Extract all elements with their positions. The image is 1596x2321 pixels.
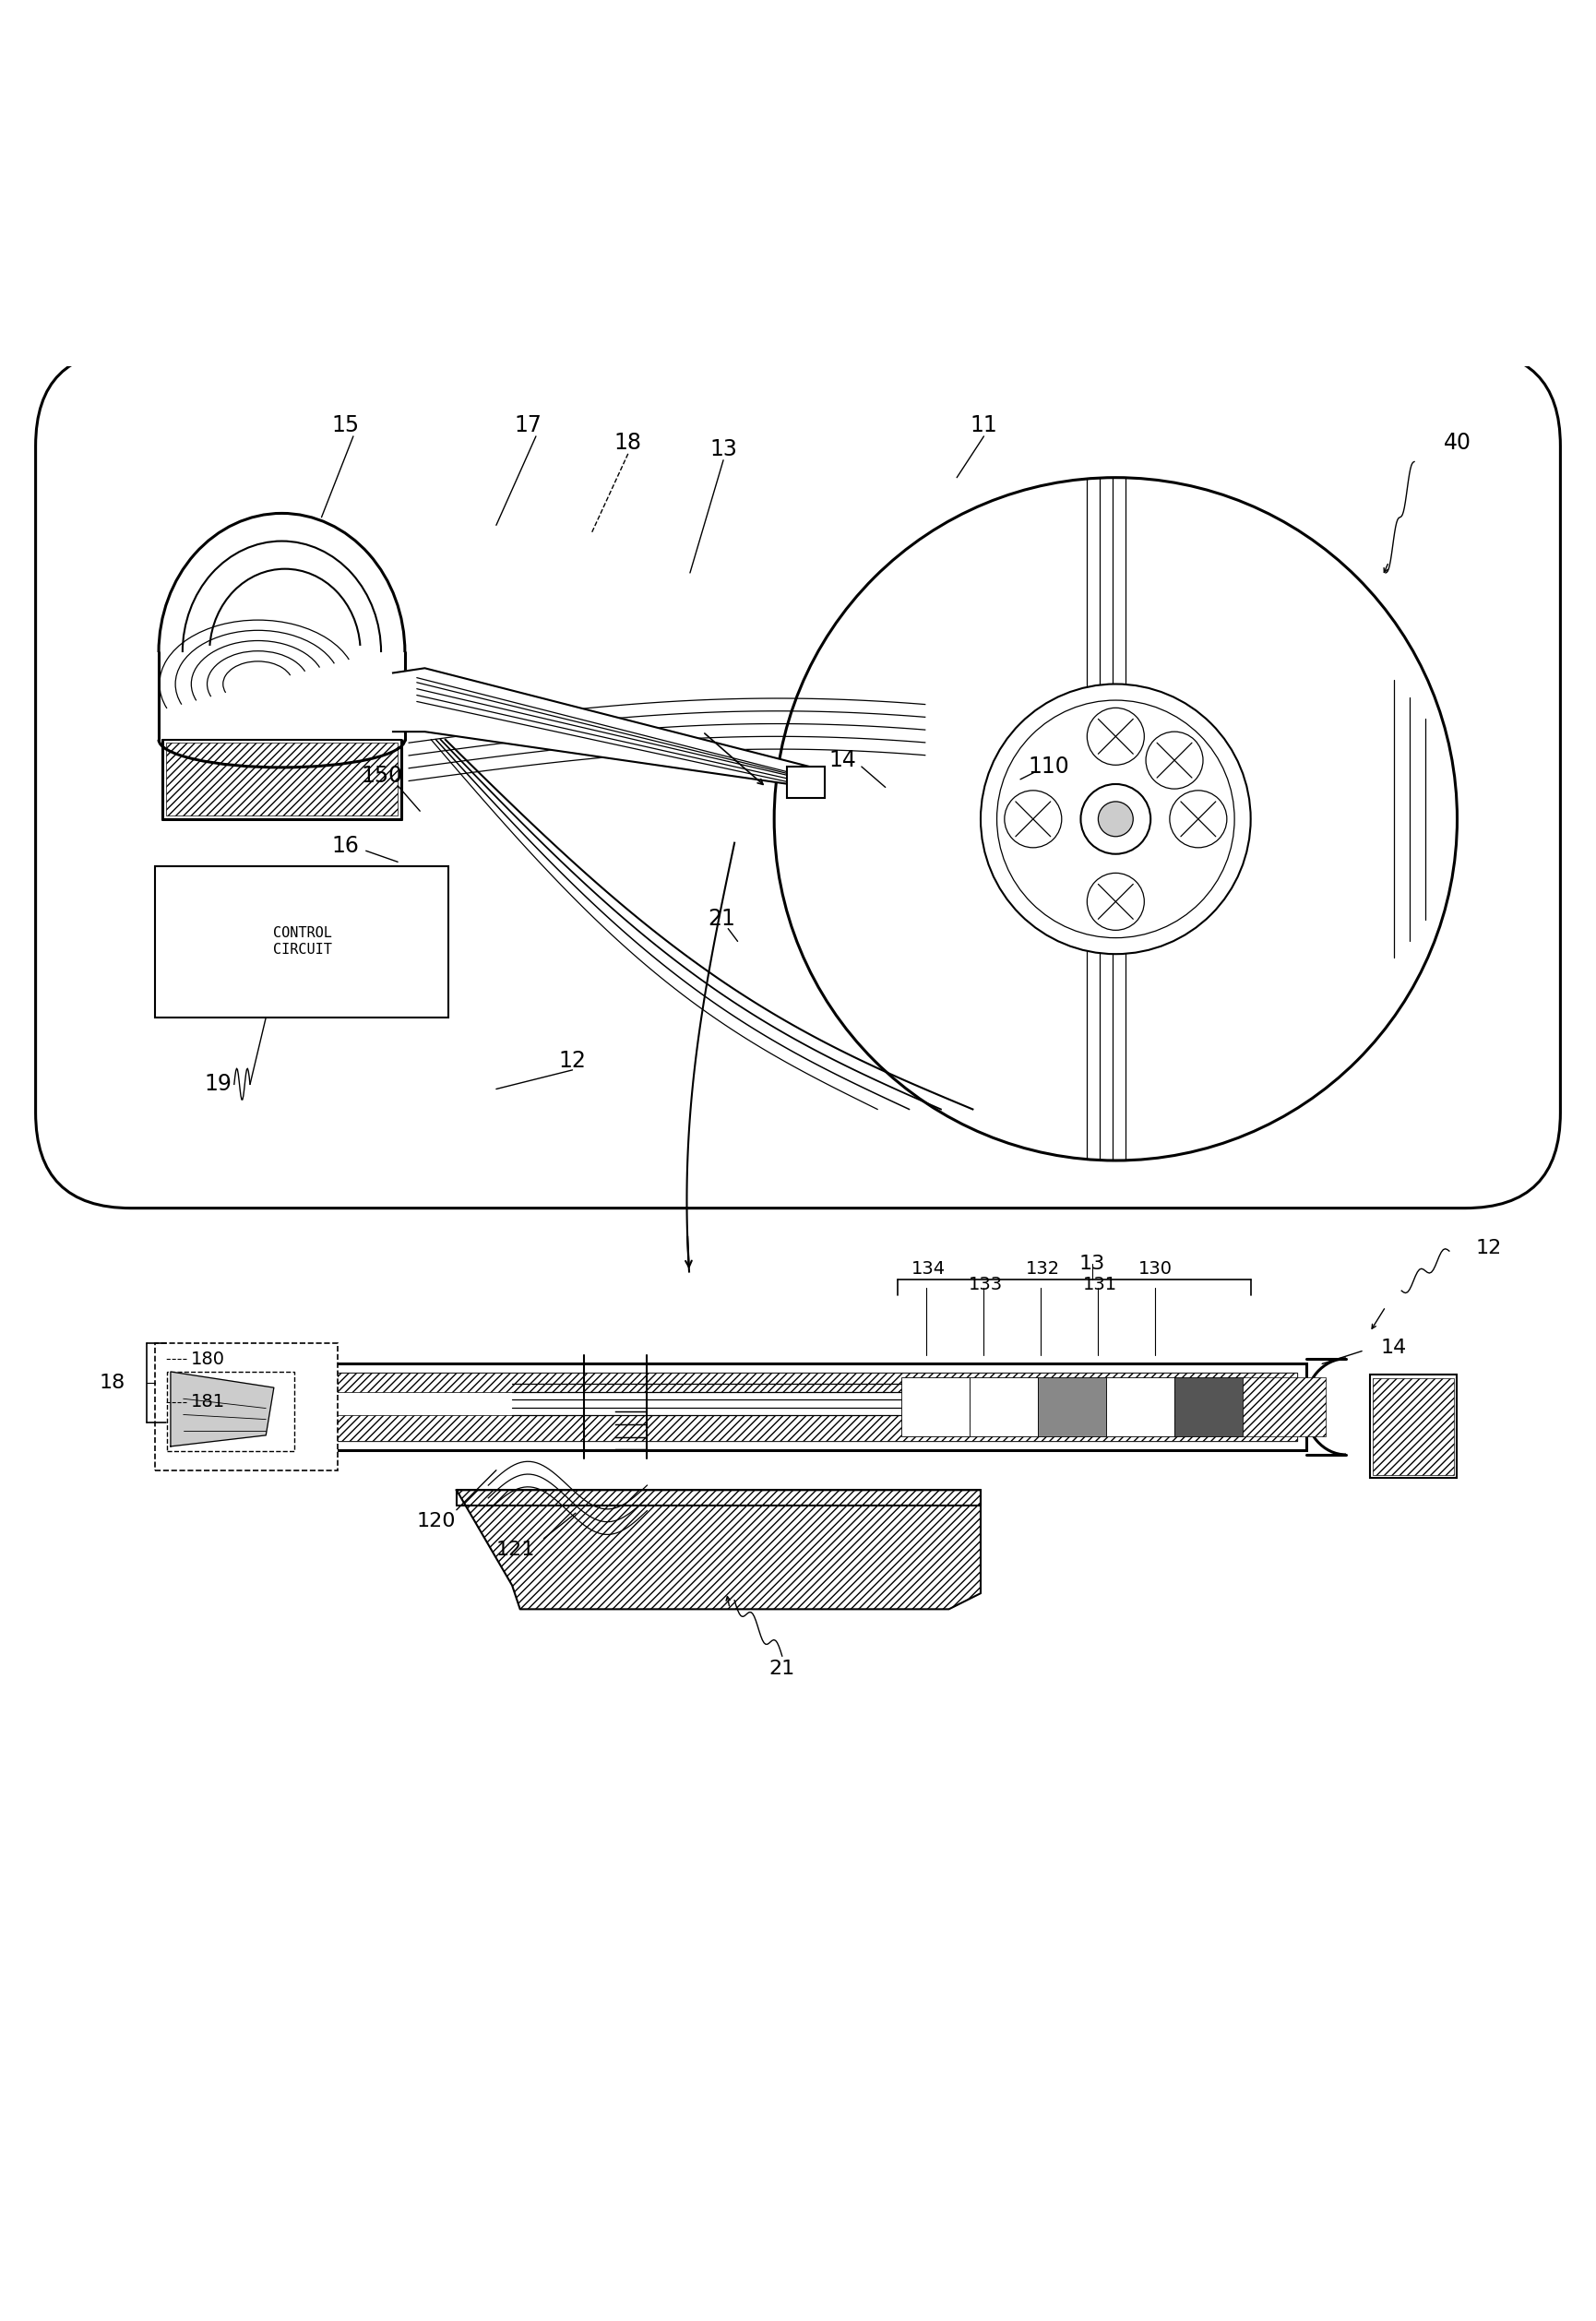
Polygon shape: [166, 743, 397, 817]
Circle shape: [1080, 784, 1151, 854]
Text: 120: 120: [417, 1511, 455, 1530]
Polygon shape: [393, 668, 822, 791]
Circle shape: [1087, 873, 1144, 931]
Polygon shape: [456, 1490, 980, 1608]
Text: 18: 18: [614, 432, 642, 453]
Bar: [155, 866, 448, 1017]
Text: 110: 110: [1028, 757, 1069, 778]
Text: 11: 11: [970, 413, 998, 436]
Polygon shape: [456, 1490, 980, 1608]
Circle shape: [774, 478, 1457, 1160]
Circle shape: [980, 685, 1251, 954]
Text: 12: 12: [1476, 1239, 1502, 1258]
Text: 16: 16: [332, 836, 359, 856]
Text: CONTROL
CIRCUIT: CONTROL CIRCUIT: [273, 926, 332, 956]
Bar: [787, 766, 825, 798]
Text: 130: 130: [1138, 1260, 1173, 1277]
Text: 150: 150: [361, 766, 402, 787]
Bar: [1106, 1376, 1175, 1437]
Text: 15: 15: [332, 413, 359, 436]
Text: 181: 181: [192, 1393, 225, 1411]
Text: 121: 121: [496, 1541, 535, 1560]
Text: 13: 13: [1079, 1256, 1104, 1272]
Text: 132: 132: [1026, 1260, 1060, 1277]
Circle shape: [1004, 791, 1061, 847]
Bar: [168, 1372, 295, 1451]
Text: 13: 13: [710, 439, 737, 460]
Text: 133: 133: [969, 1277, 1002, 1293]
Bar: [172, 1372, 1296, 1441]
Text: 134: 134: [911, 1260, 945, 1277]
Text: 21: 21: [709, 908, 736, 931]
Bar: [1175, 1376, 1243, 1437]
Text: 40: 40: [1443, 432, 1472, 453]
Bar: [172, 1372, 1296, 1393]
Bar: [902, 1376, 969, 1437]
Bar: [1369, 1374, 1457, 1478]
Bar: [172, 1416, 1296, 1441]
Circle shape: [998, 701, 1234, 938]
Bar: [155, 1344, 337, 1469]
Bar: [1243, 1376, 1325, 1437]
Text: 14: 14: [1381, 1339, 1406, 1358]
FancyBboxPatch shape: [35, 350, 1561, 1209]
Text: 17: 17: [514, 413, 541, 436]
Circle shape: [1098, 801, 1133, 836]
Text: 12: 12: [559, 1049, 586, 1072]
Bar: [163, 1362, 1306, 1451]
Text: 131: 131: [1082, 1277, 1117, 1293]
Text: 18: 18: [99, 1374, 124, 1393]
Bar: [1037, 1376, 1106, 1437]
Circle shape: [1146, 731, 1203, 789]
Text: 19: 19: [204, 1072, 231, 1096]
Text: 14: 14: [828, 750, 855, 771]
Bar: [1373, 1379, 1454, 1474]
Circle shape: [1087, 708, 1144, 766]
Bar: [969, 1376, 1037, 1437]
Circle shape: [1170, 791, 1227, 847]
Text: 21: 21: [769, 1660, 795, 1678]
Polygon shape: [171, 1372, 275, 1446]
Text: 180: 180: [192, 1351, 225, 1367]
